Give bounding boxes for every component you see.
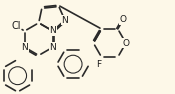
Text: F: F [96,60,101,69]
Text: N: N [49,27,56,36]
Text: N: N [62,16,68,25]
Text: O: O [122,39,130,48]
Text: N: N [21,43,28,52]
Text: O: O [120,15,127,24]
Text: Cl: Cl [11,21,21,31]
Text: N: N [49,43,56,52]
